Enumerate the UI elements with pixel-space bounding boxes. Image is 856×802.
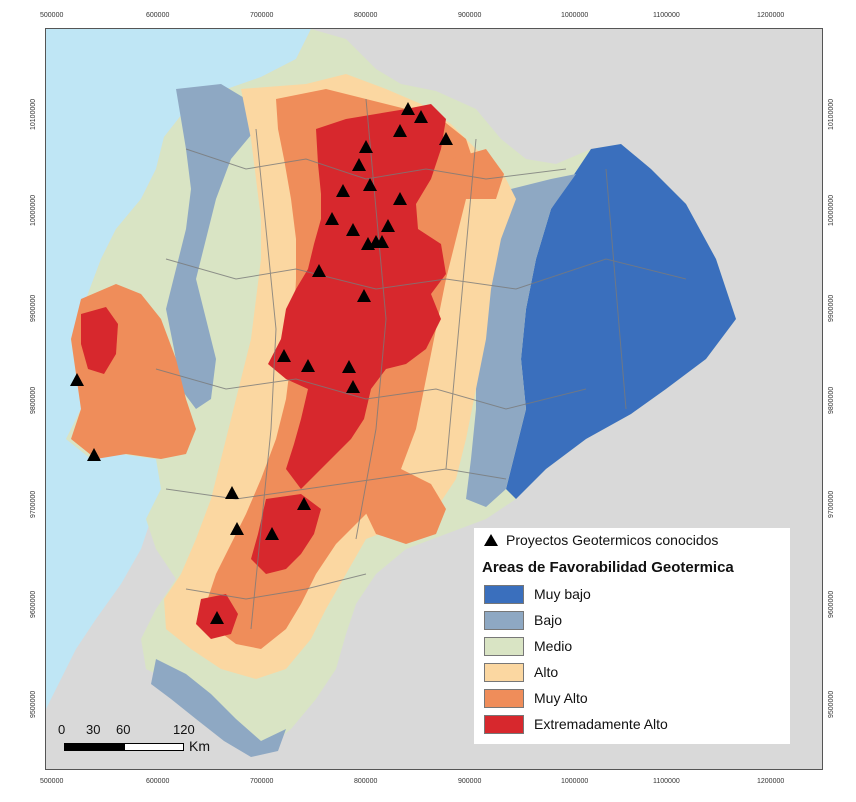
scale-label: 0 xyxy=(58,722,66,737)
geothermal-project-marker[interactable] xyxy=(325,212,339,225)
legend-swatch xyxy=(484,610,524,630)
legend-swatch xyxy=(484,584,524,604)
x-tick-top: 700000 xyxy=(250,12,274,19)
region-bajo-west xyxy=(166,84,256,409)
legend-label: Alto xyxy=(534,664,559,680)
x-tick-bottom: 800000 xyxy=(354,778,378,785)
x-tick-top: 1000000 xyxy=(561,12,589,19)
geothermal-project-marker[interactable] xyxy=(357,289,371,302)
geothermal-project-marker[interactable] xyxy=(346,380,360,393)
x-tick-bottom: 600000 xyxy=(146,778,170,785)
scale-label: 60 xyxy=(116,722,131,737)
scale-unit: Km xyxy=(189,738,210,754)
y-tick-right: 9700000 xyxy=(828,490,835,518)
y-tick-right: 10100000 xyxy=(828,98,835,130)
geothermal-project-marker[interactable] xyxy=(393,192,407,205)
y-tick-left: 9700000 xyxy=(30,490,37,518)
legend-label: Extremadamente Alto xyxy=(534,716,668,732)
region-muy-alto-ne xyxy=(451,149,504,199)
geothermal-project-marker[interactable] xyxy=(342,360,356,373)
x-tick-top: 600000 xyxy=(146,12,170,19)
x-tick-top: 800000 xyxy=(354,12,378,19)
scale-bar: 0 30 60 120 Km xyxy=(58,722,258,762)
legend-item-extremadamente-alto: Extremadamente Alto xyxy=(484,714,668,734)
legend-item-alto: Alto xyxy=(484,662,558,682)
geothermal-project-marker[interactable] xyxy=(70,373,84,386)
y-tick-right: 10000000 xyxy=(828,194,835,226)
scale-label: 30 xyxy=(86,722,101,737)
geothermal-project-marker[interactable] xyxy=(297,497,311,510)
y-tick-right: 9900000 xyxy=(828,294,835,322)
legend-swatch xyxy=(484,662,524,682)
legend-item-medio: Medio xyxy=(484,636,572,656)
triangle-icon xyxy=(484,534,498,546)
legend-swatch xyxy=(484,714,524,734)
x-tick-bottom: 900000 xyxy=(458,778,482,785)
legend-label: Muy Alto xyxy=(534,690,588,706)
sea xyxy=(46,29,311,709)
legend-title: Areas de Favorabilidad Geotermica xyxy=(482,559,734,576)
y-tick-left: 9900000 xyxy=(30,294,37,322)
legend: Proyectos Geotermicos conocidos Areas de… xyxy=(474,528,790,744)
y-tick-left: 10100000 xyxy=(30,98,37,130)
y-tick-left: 9800000 xyxy=(30,386,37,414)
legend-swatch xyxy=(484,688,524,708)
legend-item-muy-alto: Muy Alto xyxy=(484,688,588,708)
geothermal-project-marker[interactable] xyxy=(312,264,326,277)
x-tick-top: 1200000 xyxy=(757,12,785,19)
x-tick-bottom: 500000 xyxy=(40,778,64,785)
scale-label: 120 xyxy=(173,722,195,737)
x-tick-bottom: 1000000 xyxy=(561,778,589,785)
legend-label: Muy bajo xyxy=(534,586,591,602)
geothermal-project-marker[interactable] xyxy=(277,349,291,362)
region-muy-bajo xyxy=(506,144,736,499)
geothermal-project-marker[interactable] xyxy=(352,158,366,171)
geothermal-project-marker[interactable] xyxy=(225,486,239,499)
geothermal-project-marker[interactable] xyxy=(336,184,350,197)
geothermal-project-marker[interactable] xyxy=(346,223,360,236)
region-extremo-south xyxy=(251,494,321,574)
geothermal-project-marker[interactable] xyxy=(414,110,428,123)
geothermal-project-marker[interactable] xyxy=(359,140,373,153)
x-tick-top: 500000 xyxy=(40,12,64,19)
legend-swatch xyxy=(484,636,524,656)
y-tick-right: 9800000 xyxy=(828,386,835,414)
legend-label: Medio xyxy=(534,638,573,654)
geothermal-project-marker[interactable] xyxy=(265,527,279,540)
geothermal-project-marker[interactable] xyxy=(230,522,244,535)
geothermal-project-marker[interactable] xyxy=(87,448,101,461)
geothermal-project-marker[interactable] xyxy=(210,611,224,624)
y-tick-right: 9600000 xyxy=(828,590,835,618)
x-tick-top: 1100000 xyxy=(653,12,680,19)
scale-segment-light xyxy=(124,743,184,751)
x-tick-bottom: 1200000 xyxy=(757,778,785,785)
geothermal-project-marker[interactable] xyxy=(301,359,315,372)
geothermal-project-marker[interactable] xyxy=(381,219,395,232)
y-tick-left: 9600000 xyxy=(30,590,37,618)
geothermal-project-marker[interactable] xyxy=(393,124,407,137)
region-bajo-south xyxy=(151,659,286,757)
geothermal-project-marker[interactable] xyxy=(375,235,389,248)
legend-item-muy-bajo: Muy bajo xyxy=(484,584,591,604)
x-tick-bottom: 1100000 xyxy=(653,778,680,785)
legend-known-projects: Proyectos Geotermicos conocidos xyxy=(484,532,718,548)
geothermal-project-marker[interactable] xyxy=(401,102,415,115)
geothermal-project-marker[interactable] xyxy=(439,132,453,145)
legend-known-projects-label: Proyectos Geotermicos conocidos xyxy=(506,532,719,548)
province-boundaries xyxy=(155,98,687,630)
scale-segment-dark xyxy=(64,743,124,751)
geothermal-project-marker[interactable] xyxy=(363,178,377,191)
region-muy-alto-east xyxy=(364,469,446,544)
region-extremo-coast xyxy=(81,307,118,374)
x-tick-top: 900000 xyxy=(458,12,482,19)
y-tick-right: 9500000 xyxy=(828,690,835,718)
legend-item-bajo: Bajo xyxy=(484,610,562,630)
y-tick-left: 10000000 xyxy=(30,194,37,226)
known-projects-layer xyxy=(70,102,453,624)
y-tick-left: 9500000 xyxy=(30,690,37,718)
x-tick-bottom: 700000 xyxy=(250,778,274,785)
favorability-map[interactable] xyxy=(46,29,822,769)
legend-label: Bajo xyxy=(534,612,563,628)
map-frame[interactable] xyxy=(45,28,823,770)
